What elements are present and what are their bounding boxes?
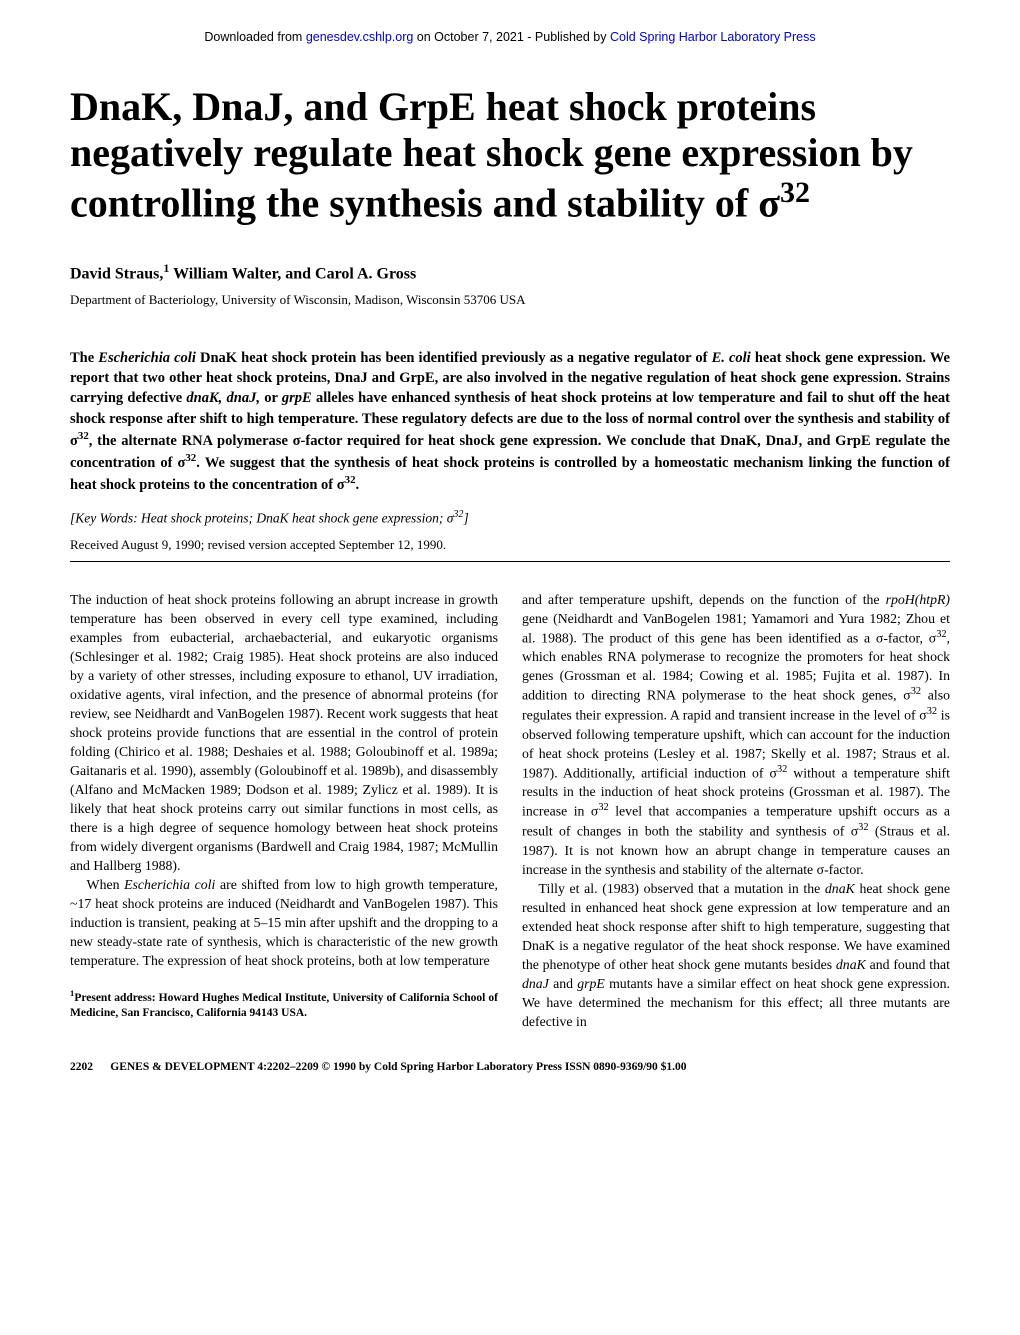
footnote: 1Present address: Howard Hughes Medical … [70,988,498,1021]
abstract: The Escherichia coli DnaK heat shock pro… [70,348,950,496]
download-prefix: Downloaded from [204,30,305,44]
body-para-2: When Escherichia coli are shifted from l… [70,875,498,970]
affiliation: Department of Bacteriology, University o… [70,292,950,308]
download-link-2[interactable]: Cold Spring Harbor Laboratory Press [610,30,816,44]
article-title: DnaK, DnaJ, and GrpE heat shock proteins… [70,84,950,226]
download-link-1[interactable]: genesdev.cshlp.org [306,30,413,44]
download-header: Downloaded from genesdev.cshlp.org on Oc… [70,30,950,44]
download-mid: on October 7, 2021 - Published by [413,30,610,44]
divider-rule [70,561,950,562]
page-number: 2202 [70,1061,93,1073]
body-para-1: The induction of heat shock proteins fol… [70,590,498,875]
body-para-4: Tilly et al. (1983) observed that a muta… [522,879,950,1031]
authors: David Straus,1 William Walter, and Carol… [70,261,950,283]
page-footer: 2202 GENES & DEVELOPMENT 4:2202–2209 © 1… [70,1061,950,1073]
footer-text: GENES & DEVELOPMENT 4:2202–2209 © 1990 b… [110,1061,686,1073]
received-date: Received August 9, 1990; revised version… [70,537,950,553]
keywords: [Key Words: Heat shock proteins; DnaK he… [70,509,950,527]
body-para-3: and after temperature upshift, depends o… [522,590,950,879]
body-columns: The induction of heat shock proteins fol… [70,590,950,1031]
